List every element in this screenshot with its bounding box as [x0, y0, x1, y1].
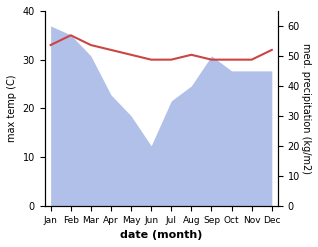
- Y-axis label: max temp (C): max temp (C): [7, 75, 17, 142]
- Y-axis label: med. precipitation (kg/m2): med. precipitation (kg/m2): [301, 43, 311, 174]
- X-axis label: date (month): date (month): [120, 230, 203, 240]
